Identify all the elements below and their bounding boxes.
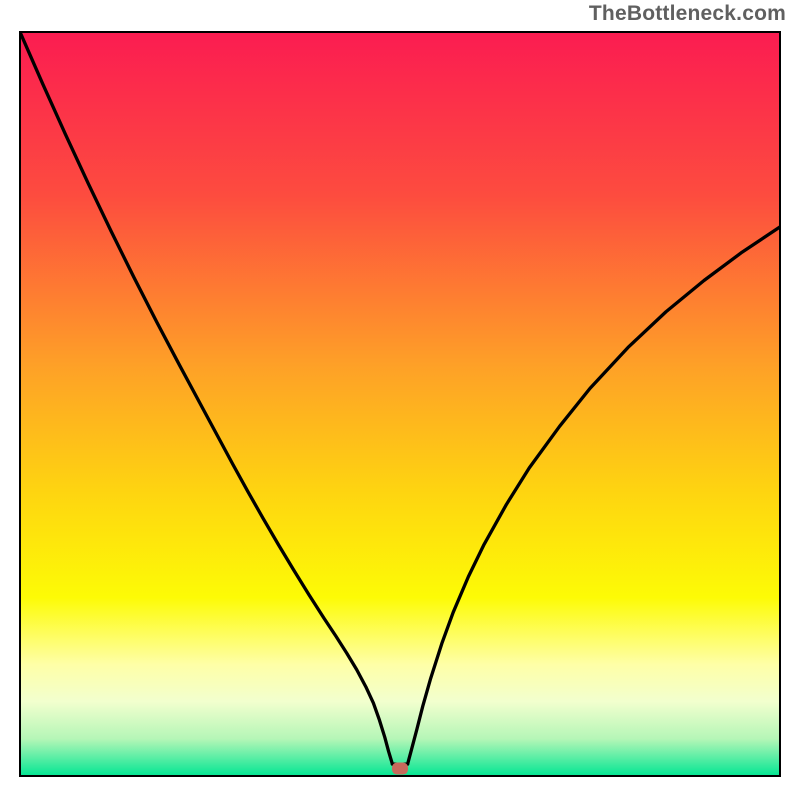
bottleneck-chart-svg [0,0,800,800]
chart-background [20,32,780,776]
valley-marker [392,763,408,775]
chart-canvas: TheBottleneck.com [0,0,800,800]
